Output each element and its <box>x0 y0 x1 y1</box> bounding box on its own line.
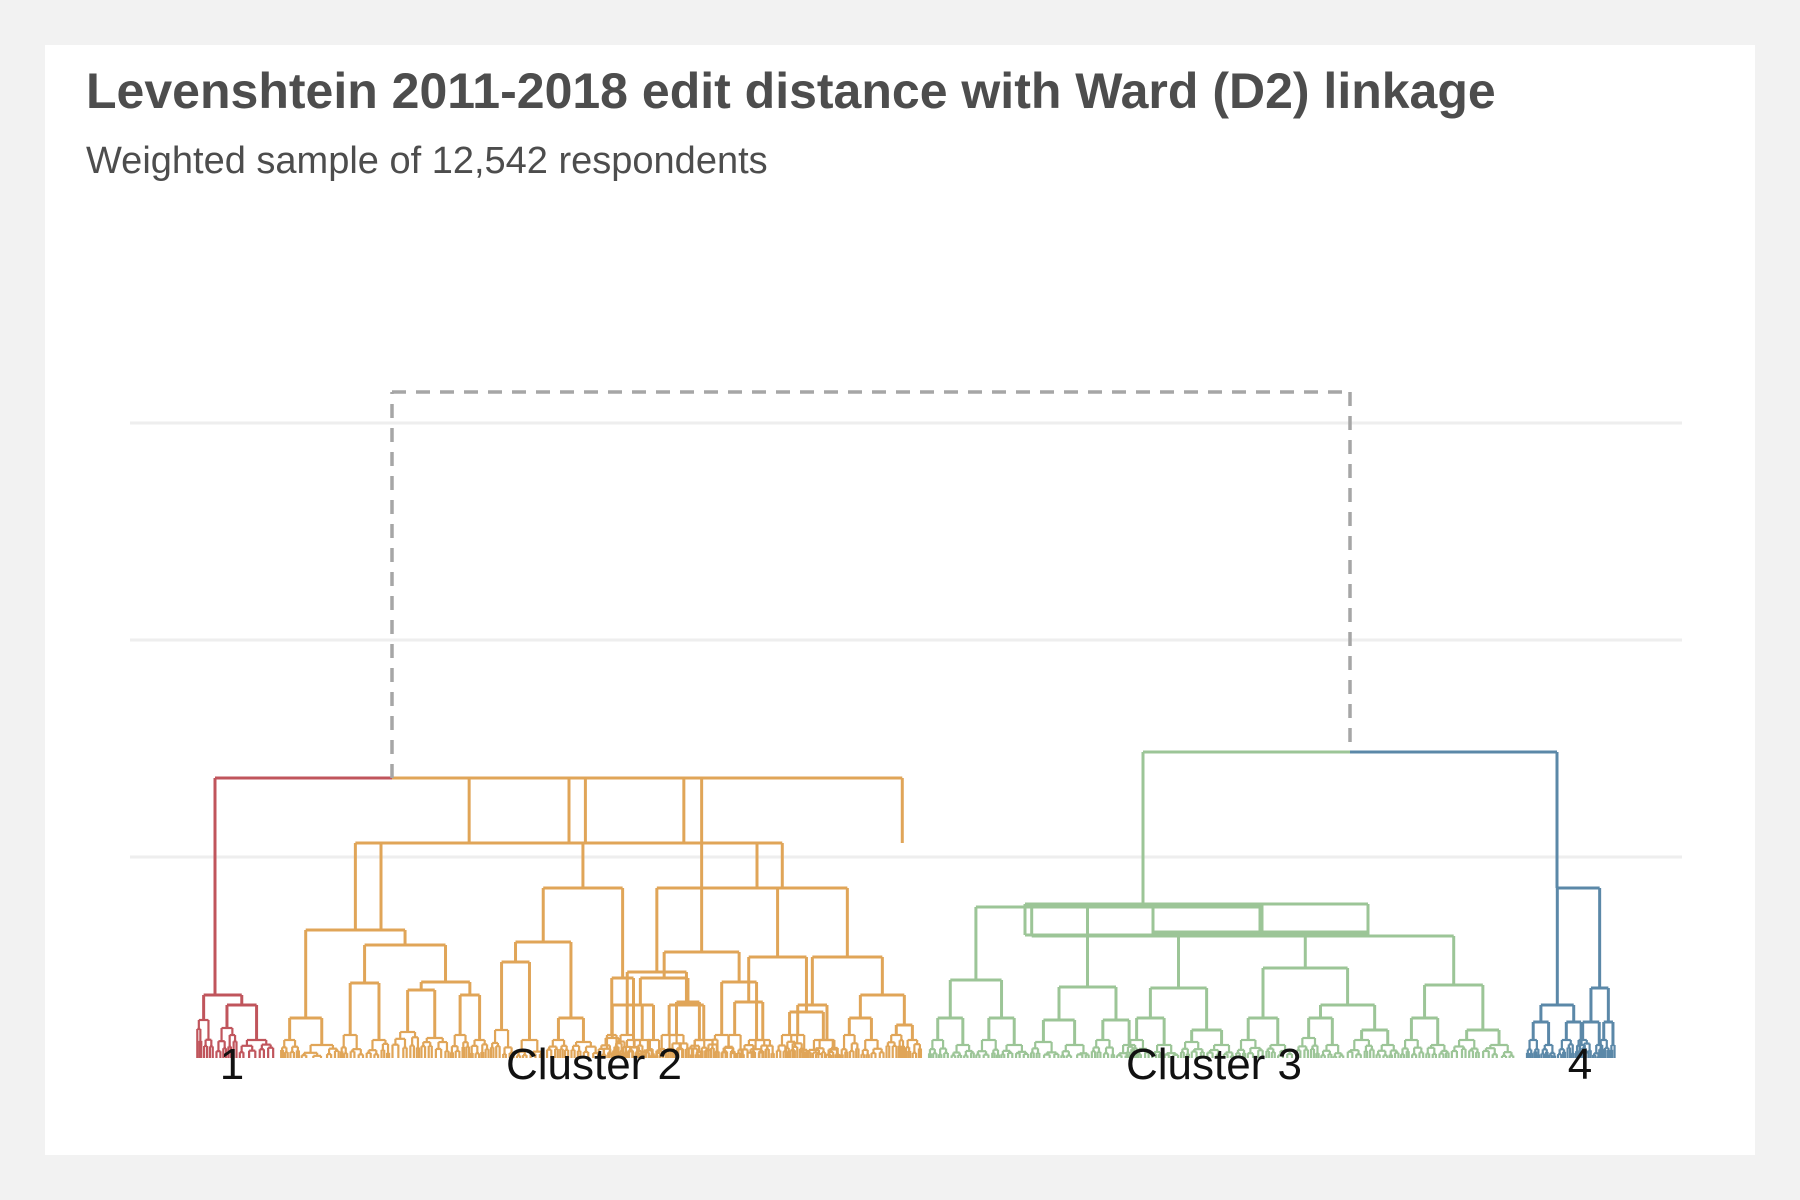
dendrogram-branches <box>196 390 1616 1058</box>
cluster-1-label: 1 <box>219 1040 245 1089</box>
cluster-3-label: Cluster 3 <box>1125 1040 1303 1089</box>
chart-title: Levenshtein 2011-2018 edit distance with… <box>86 63 1496 119</box>
chart-subtitle: Weighted sample of 12,542 respondents <box>86 140 768 182</box>
figure-panel <box>45 45 1755 1155</box>
cluster-4-label: 4 <box>1567 1040 1593 1089</box>
gridlines <box>130 421 1682 859</box>
cluster-2-label: Cluster 2 <box>505 1040 683 1089</box>
